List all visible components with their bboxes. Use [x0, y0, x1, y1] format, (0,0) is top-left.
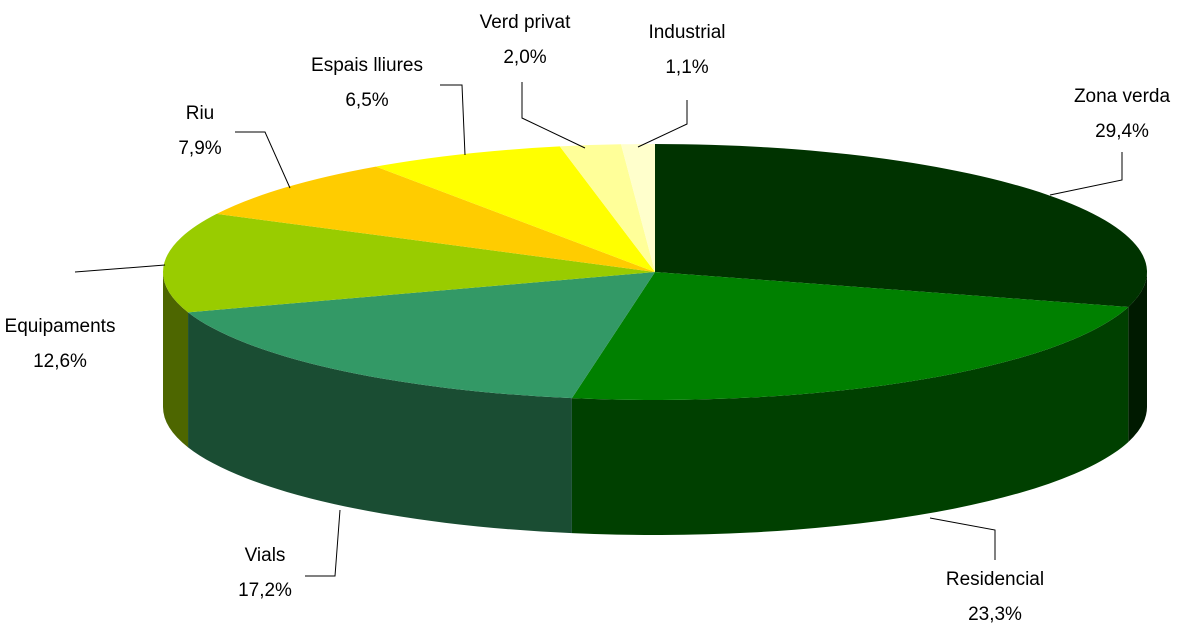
slice [162, 213, 655, 313]
slice [571, 272, 1129, 400]
slice-label: Residencial [946, 569, 1044, 590]
slice [216, 166, 655, 272]
slice [655, 144, 1147, 307]
slice-label: Industrial [648, 22, 725, 43]
slice-value-label: 1,1% [665, 57, 708, 78]
leader-line [521, 82, 586, 149]
leader-line [637, 100, 688, 148]
slice-label: Espais lliures [311, 55, 423, 76]
pie-tops [162, 144, 1147, 400]
slice-value-label: 7,9% [178, 138, 221, 159]
slice-side [188, 312, 572, 534]
slice [188, 272, 656, 399]
leader-line [235, 131, 291, 189]
slice-label: Vials [245, 545, 286, 566]
slice-value-label: 17,2% [238, 580, 292, 601]
slice-label: Riu [186, 103, 215, 124]
slice-value-label: 12,6% [33, 351, 87, 372]
slice-label: Zona verda [1074, 86, 1171, 107]
pie-sides [163, 272, 1147, 535]
leader-line [1049, 152, 1123, 196]
leader-line [74, 264, 166, 273]
slice-label: Equipaments [5, 316, 116, 337]
leader-line [929, 517, 996, 560]
slice [621, 144, 655, 272]
slice-value-label: 2,0% [503, 47, 546, 68]
slice-side [1128, 272, 1147, 442]
leader-line [440, 84, 466, 156]
leader-line [305, 509, 341, 577]
slice-side [571, 306, 1129, 535]
slice-value-label: 23,3% [968, 604, 1022, 625]
slice-side [163, 272, 189, 448]
slice [559, 144, 655, 272]
slice [375, 146, 655, 272]
slice-label: Verd privat [480, 12, 572, 33]
slice-value-label: 6,5% [345, 90, 388, 111]
slice-value-label: 29,4% [1095, 121, 1149, 142]
